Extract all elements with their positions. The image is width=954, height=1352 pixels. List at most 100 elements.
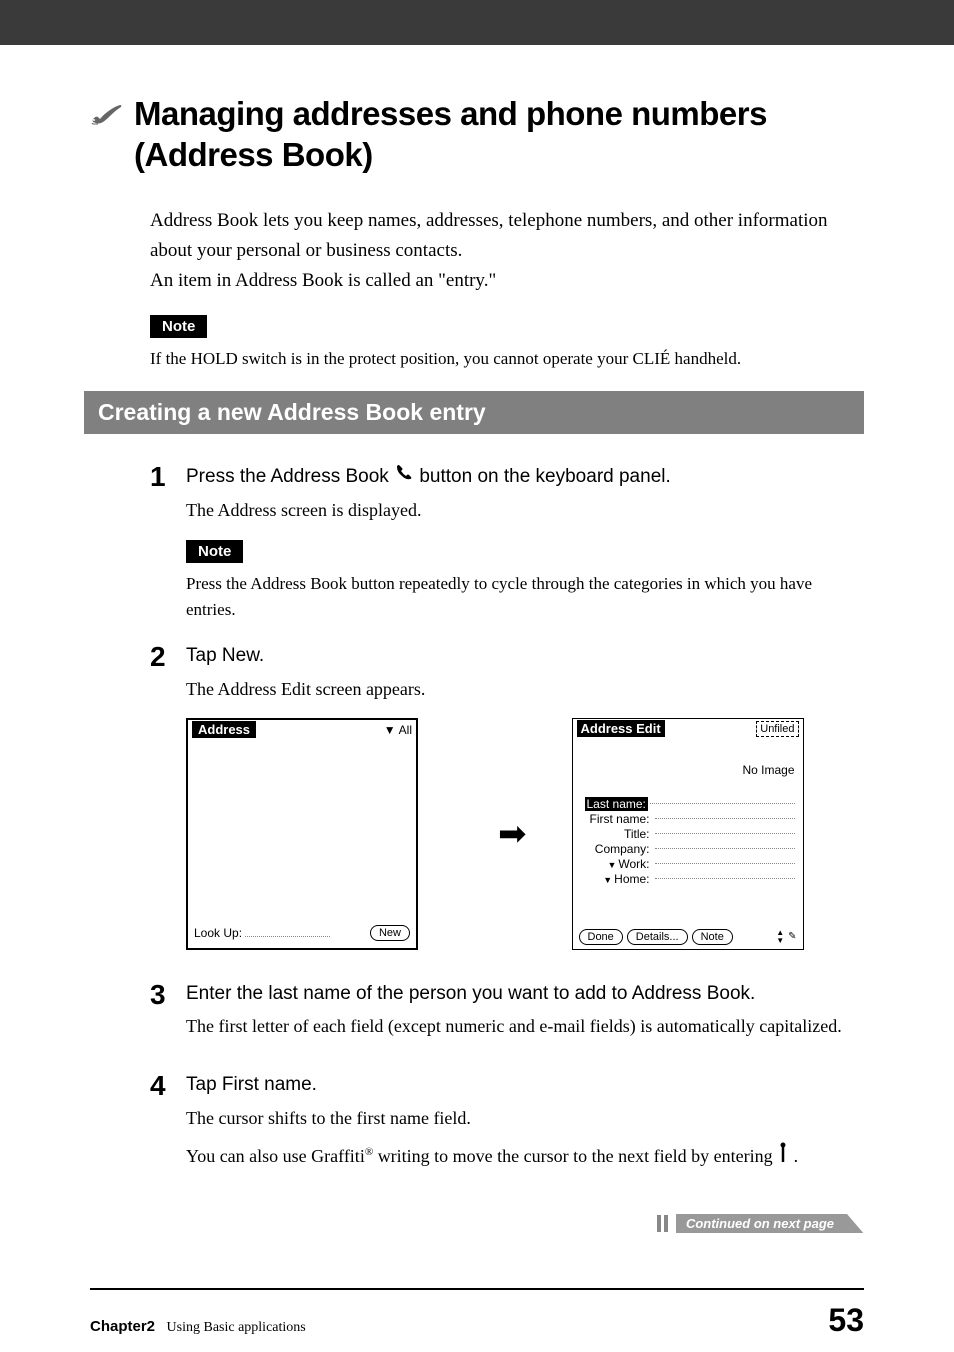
main-title-row: Managing addresses and phone numbers (Ad… bbox=[90, 93, 864, 176]
top-bar bbox=[0, 0, 954, 45]
step-number: 3 bbox=[150, 980, 186, 1051]
step-4-desc-1: The cursor shifts to the first name fiel… bbox=[186, 1104, 864, 1133]
field-company[interactable]: Company: bbox=[581, 842, 795, 856]
page-number: 53 bbox=[828, 1302, 864, 1339]
step-content: Tap New. The Address Edit screen appears… bbox=[186, 642, 864, 959]
graffiti-icon: ✎ bbox=[788, 931, 796, 942]
address-list-area bbox=[188, 740, 416, 925]
step-1-note: Press the Address Book button repeatedly… bbox=[186, 571, 864, 622]
screen-title: Address Edit bbox=[577, 720, 665, 737]
intro-line-2: An item in Address Book is called an "en… bbox=[150, 270, 496, 291]
note-text-top: If the HOLD switch is in the protect pos… bbox=[150, 346, 864, 372]
desc2-before: You can also use Graffiti bbox=[186, 1146, 365, 1166]
step-1: 1 Press the Address Book button on the k… bbox=[150, 462, 864, 622]
step-1-desc: The Address screen is displayed. bbox=[186, 496, 864, 525]
dropdown-arrow-icon: ▼ bbox=[603, 875, 612, 885]
step-number: 4 bbox=[150, 1071, 186, 1184]
note-badge: Note bbox=[150, 315, 207, 338]
phone-icon bbox=[394, 462, 414, 492]
screen-header: Address Edit Unfiled bbox=[573, 719, 803, 739]
step-2-title: Tap New. bbox=[186, 642, 864, 671]
address-screen: Address ▼ All Look Up: New bbox=[186, 718, 418, 950]
field-label: Title: bbox=[581, 827, 653, 841]
step-4-desc-2: You can also use Graffiti® writing to mo… bbox=[186, 1142, 864, 1174]
field-label: Company: bbox=[581, 842, 653, 856]
continued-text: Continued on next page bbox=[676, 1214, 864, 1233]
chapter-label: Chapter2 bbox=[90, 1318, 155, 1335]
step-content: Enter the last name of the person you wa… bbox=[186, 980, 864, 1051]
dropdown-arrow-icon: ▼ bbox=[384, 723, 396, 737]
work-label-text: Work: bbox=[618, 857, 649, 871]
page-title: Managing addresses and phone numbers (Ad… bbox=[134, 93, 864, 176]
field-label: ▼Home: bbox=[581, 872, 653, 886]
field-input-line bbox=[655, 878, 795, 879]
done-button[interactable]: Done bbox=[579, 929, 623, 945]
intro-paragraph: Address Book lets you keep names, addres… bbox=[150, 206, 864, 297]
graffiti-stroke-icon bbox=[777, 1142, 789, 1174]
field-firstname[interactable]: First name: bbox=[581, 812, 795, 826]
step-3: 3 Enter the last name of the person you … bbox=[150, 980, 864, 1051]
page-footer: Chapter2 Using Basic applications 53 bbox=[90, 1288, 864, 1339]
category-dropdown[interactable]: ▼ All bbox=[384, 723, 412, 737]
screen-header: Address ▼ All bbox=[188, 720, 416, 740]
step-1-title-before: Press the Address Book bbox=[186, 466, 394, 487]
note-badge-step1: Note bbox=[186, 540, 243, 563]
field-home[interactable]: ▼Home: bbox=[581, 872, 795, 886]
continued-bars-icon bbox=[657, 1215, 668, 1232]
step-3-title: Enter the last name of the person you wa… bbox=[186, 980, 864, 1009]
footer-left: Chapter2 Using Basic applications bbox=[90, 1318, 306, 1336]
field-input-line bbox=[655, 863, 795, 864]
field-label: First name: bbox=[581, 812, 653, 826]
section-header: Creating a new Address Book entry bbox=[84, 391, 864, 434]
scroll-arrows[interactable]: ▲ ▼ bbox=[776, 929, 784, 945]
step-3-desc: The first letter of each field (except n… bbox=[186, 1012, 864, 1041]
field-input-line bbox=[655, 848, 795, 849]
new-button[interactable]: New bbox=[370, 925, 410, 941]
step-content: Press the Address Book button on the key… bbox=[186, 462, 864, 622]
dropdown-arrow-icon: ▼ bbox=[607, 860, 616, 870]
screen-title: Address bbox=[192, 721, 256, 738]
address-book-icon bbox=[90, 96, 124, 131]
desc2-after: writing to move the cursor to the next f… bbox=[373, 1146, 777, 1166]
field-label: Last name: bbox=[585, 797, 648, 811]
step-2-desc: The Address Edit screen appears. bbox=[186, 675, 864, 704]
field-work[interactable]: ▼Work: bbox=[581, 857, 795, 871]
lookup-label: Look Up: bbox=[194, 926, 242, 940]
step-1-title: Press the Address Book button on the key… bbox=[186, 462, 864, 492]
field-input-line bbox=[655, 818, 795, 819]
lookup-field[interactable]: Look Up: bbox=[194, 926, 330, 940]
step-4-title: Tap First name. bbox=[186, 1071, 864, 1100]
home-label-text: Home: bbox=[614, 872, 649, 886]
field-lastname[interactable]: Last name: bbox=[581, 797, 795, 811]
intro-line-1: Address Book lets you keep names, addres… bbox=[150, 210, 828, 261]
step-4: 4 Tap First name. The cursor shifts to t… bbox=[150, 1071, 864, 1184]
category-selector[interactable]: Unfiled bbox=[756, 721, 798, 737]
note-button[interactable]: Note bbox=[692, 929, 733, 945]
step-content: Tap First name. The cursor shifts to the… bbox=[186, 1071, 864, 1184]
lookup-input-line bbox=[245, 936, 330, 937]
dropdown-label: All bbox=[399, 723, 412, 737]
edit-footer: Done Details... Note ▲ ▼ ✎ bbox=[579, 929, 797, 945]
desc2-end: . bbox=[789, 1146, 798, 1166]
field-label: ▼Work: bbox=[581, 857, 653, 871]
step-number: 2 bbox=[150, 642, 186, 959]
step-number: 1 bbox=[150, 462, 186, 622]
registered-mark: ® bbox=[365, 1146, 373, 1158]
step-2: 2 Tap New. The Address Edit screen appea… bbox=[150, 642, 864, 959]
address-edit-screen: Address Edit Unfiled No Image Last name:… bbox=[572, 718, 804, 950]
field-input-line bbox=[650, 803, 795, 804]
down-arrow-icon: ▼ bbox=[776, 937, 784, 945]
continued-box: Continued on next page bbox=[657, 1214, 864, 1233]
chapter-title: Using Basic applications bbox=[167, 1320, 306, 1335]
field-input-line bbox=[655, 833, 795, 834]
details-button[interactable]: Details... bbox=[627, 929, 688, 945]
page-content: Managing addresses and phone numbers (Ad… bbox=[0, 45, 954, 1253]
field-title[interactable]: Title: bbox=[581, 827, 795, 841]
screen-footer: Look Up: New bbox=[188, 925, 416, 945]
edit-fields: Last name: First name: Title: Compa bbox=[573, 787, 803, 886]
step-1-title-after: button on the keyboard panel. bbox=[414, 466, 671, 487]
arrow-right-icon: ➡ bbox=[498, 814, 527, 854]
screenshots-row: Address ▼ All Look Up: New ➡ bbox=[186, 718, 864, 950]
continued-banner: Continued on next page bbox=[90, 1214, 864, 1233]
no-image-label: No Image bbox=[573, 739, 803, 787]
